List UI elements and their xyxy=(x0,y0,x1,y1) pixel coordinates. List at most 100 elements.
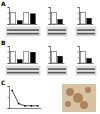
axis-line xyxy=(51,24,65,25)
tick-mark xyxy=(49,63,51,64)
point xyxy=(24,105,26,107)
tick-mark xyxy=(78,52,80,53)
bar xyxy=(24,52,29,63)
micrograph-cell xyxy=(65,101,71,107)
tick-mark xyxy=(78,46,80,47)
micrograph-bg xyxy=(62,84,96,112)
axis-line xyxy=(8,87,10,109)
panel-label: A xyxy=(1,0,6,7)
tick xyxy=(49,63,51,64)
tick-mark xyxy=(8,52,10,53)
tick-mark xyxy=(78,24,80,25)
tick xyxy=(8,52,10,53)
tick-mark xyxy=(8,63,10,64)
point xyxy=(18,103,20,105)
bar xyxy=(17,21,22,24)
x-axis xyxy=(10,24,38,26)
tick-mark xyxy=(49,7,51,8)
tick xyxy=(78,24,80,25)
blot-frame xyxy=(6,27,40,36)
y-axis xyxy=(49,47,51,64)
tick xyxy=(49,13,51,14)
tick-mark xyxy=(8,7,10,8)
y-axis xyxy=(8,8,10,25)
tick xyxy=(8,63,10,64)
axis-line xyxy=(10,24,38,25)
marks xyxy=(81,13,92,24)
tick xyxy=(49,24,51,25)
tick-mark xyxy=(78,18,80,19)
tick-mark xyxy=(8,97,10,98)
axis-line xyxy=(49,47,51,64)
y-axis xyxy=(49,8,51,25)
axis-line xyxy=(8,8,10,25)
blot xyxy=(76,27,96,36)
tick xyxy=(49,18,51,19)
panel xyxy=(49,8,65,25)
bar xyxy=(58,19,63,24)
y-axis xyxy=(8,47,10,64)
blot-band xyxy=(48,68,66,70)
tick-mark xyxy=(8,86,10,87)
blot-band xyxy=(48,29,66,31)
tick-mark xyxy=(8,18,10,19)
blot-frame xyxy=(76,66,96,75)
bar xyxy=(87,58,92,63)
blot-band xyxy=(48,33,66,35)
panel-label: C xyxy=(1,79,6,86)
tick-mark xyxy=(78,63,80,64)
tick xyxy=(78,63,80,64)
axis-line xyxy=(10,108,42,109)
axis-line xyxy=(51,63,65,64)
blot-frame xyxy=(76,27,96,36)
bar xyxy=(52,52,57,63)
tick xyxy=(8,24,10,25)
tick-mark xyxy=(78,13,80,14)
blot-frame xyxy=(47,66,67,75)
blot xyxy=(6,27,40,36)
bar xyxy=(30,14,35,24)
figure: A B C xyxy=(0,0,100,114)
panel xyxy=(78,47,94,64)
tick-mark xyxy=(8,57,10,58)
blot-band xyxy=(7,33,39,35)
marks xyxy=(52,52,63,63)
axis-line xyxy=(78,8,80,25)
tick xyxy=(78,7,80,8)
y-axis xyxy=(8,87,10,109)
bar xyxy=(24,13,29,24)
tick xyxy=(49,52,51,53)
panel: B xyxy=(1,39,38,64)
tick-mark xyxy=(8,24,10,25)
tick xyxy=(8,97,10,98)
tick-mark xyxy=(49,18,51,19)
panel: C xyxy=(1,79,42,109)
tick xyxy=(8,86,10,87)
tick-mark xyxy=(78,57,80,58)
bar xyxy=(30,52,35,63)
blot-band xyxy=(77,68,95,70)
tick-mark xyxy=(78,7,80,8)
blot-band xyxy=(48,72,66,74)
blot xyxy=(76,66,96,75)
x-axis xyxy=(80,63,94,65)
tick-mark xyxy=(49,52,51,53)
blot-band xyxy=(77,72,95,74)
tick-mark xyxy=(8,108,10,109)
tick xyxy=(8,13,10,14)
axis-line xyxy=(78,47,80,64)
axis-line xyxy=(49,8,51,25)
bar xyxy=(11,13,16,24)
tick-mark xyxy=(8,46,10,47)
tick xyxy=(78,57,80,58)
bar xyxy=(17,60,22,63)
blot-band xyxy=(77,33,95,35)
tick-mark xyxy=(49,24,51,25)
tick xyxy=(8,57,10,58)
bar xyxy=(87,18,92,24)
bar xyxy=(81,52,86,63)
blot-frame xyxy=(6,66,40,75)
panel-label: B xyxy=(1,39,6,46)
tick xyxy=(49,57,51,58)
micrograph xyxy=(62,84,96,112)
